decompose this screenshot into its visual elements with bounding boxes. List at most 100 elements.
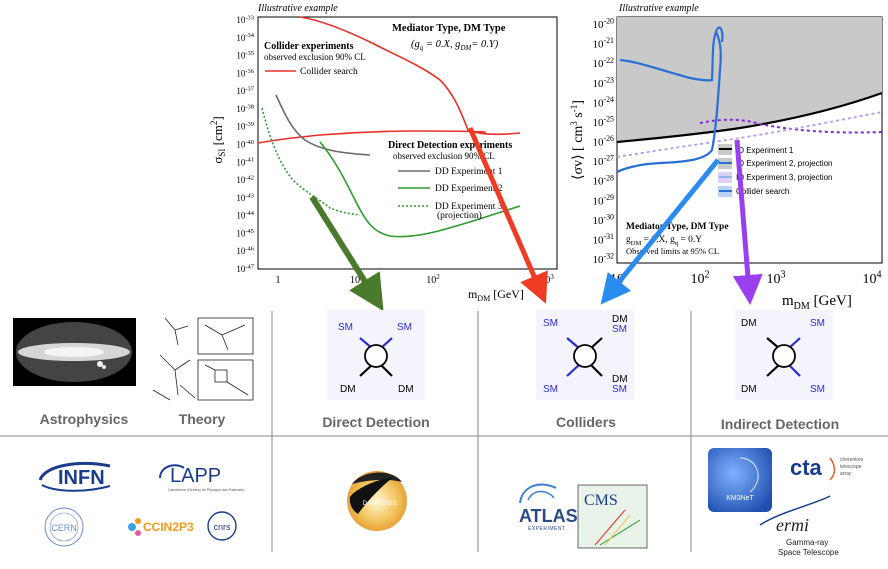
left-x-axis-label: mDM [GeV]: [468, 287, 524, 303]
right-observed: Observed limits at 95% CL: [626, 246, 719, 256]
lapp-text: LAPP: [170, 465, 221, 487]
fermi-text: ermi: [776, 515, 809, 535]
category-theory: Theory: [179, 411, 226, 427]
ccin2p3-logo: CCIN2P3: [128, 518, 194, 536]
km3net-logo: KM3NeT: [708, 448, 772, 512]
left-ytick--44: 10-44: [236, 210, 254, 221]
left-ytick--47: 10-47: [236, 263, 254, 274]
id-experiment-1-curve: [616, 91, 883, 144]
cern-logo: CERN: [44, 507, 84, 547]
atlas-logo: ATLAS EXPERIMENT: [519, 483, 578, 532]
feynman-direct-detection: SM SM DM DM: [327, 310, 425, 400]
cta-logo: cta cherenkov telescope array: [790, 455, 864, 481]
right-x-axis-label: mDM [GeV]: [782, 293, 852, 312]
collider-search-id-curve-top: [714, 26, 724, 43]
astrophysics-image: [13, 318, 136, 386]
left-ytick--33: 10-33: [236, 14, 254, 25]
cta-side1: cherenkov: [840, 457, 864, 463]
feynman-colliders: SM DM SM SM DM SM: [536, 310, 634, 400]
right-xtick-2: 103: [766, 269, 785, 287]
left-y-axis-label: σSI [cm2]: [209, 116, 227, 163]
right-mediator-title: Mediator Type, DM Type: [626, 222, 729, 232]
cta-text: cta: [790, 455, 823, 480]
fermi-sub1: Gamma-ray: [786, 538, 828, 547]
excluded-region: [617, 17, 882, 142]
right-ytick--23: 10-23: [592, 75, 614, 89]
left-x-ticks: 1 10 102 103: [276, 273, 555, 286]
left-xtick-0: 1: [276, 275, 281, 286]
col-label-tr1: DM: [612, 314, 628, 325]
theory-feynman-diagrams-image: [150, 312, 260, 404]
km3net-text: KM3NeT: [726, 495, 754, 502]
left-illustrative-label: Illustrative example: [257, 3, 338, 14]
left-dd-sub: observed exclusion 90% CL: [393, 151, 495, 161]
right-ytick--25: 10-25: [592, 115, 614, 129]
infn-text: INFN: [58, 467, 105, 489]
cms-text: CMS: [584, 492, 618, 509]
cnrs-text: cnrs: [213, 522, 231, 532]
left-collider-title: Collider experiments: [264, 41, 354, 52]
infn-logo: INFN: [38, 462, 111, 492]
left-legend-dd2-label: DD Experiment 2: [435, 184, 503, 194]
dd-label-tr: SM: [397, 322, 412, 333]
right-legend-id2-label: ID Experiment 2, projection: [736, 159, 833, 168]
left-legend-dd3-note: (projection): [437, 210, 482, 221]
right-illustrative-label: Illustrative example: [618, 3, 699, 14]
right-ytick--29: 10-29: [592, 193, 614, 207]
feynman-indirect-detection: DM SM DM SM: [735, 310, 833, 400]
category-direct-detection: Direct Detection: [322, 414, 429, 430]
right-legend-id3-label: ID Experiment 3, projection: [736, 173, 833, 182]
right-ytick--32: 10-32: [592, 252, 614, 266]
left-ytick--40: 10-40: [236, 139, 254, 150]
left-mediator-couplings: (gq = 0.X, gDM= 0.Y): [411, 39, 499, 52]
right-ytick--21: 10-21: [592, 36, 614, 50]
id-experiment-3-curve: [616, 111, 883, 158]
left-plot-frame: [257, 16, 558, 270]
right-couplings: gDM = 0.X, gq = 0.Y: [626, 235, 702, 247]
dd-label-bl: DM: [340, 384, 356, 395]
right-ytick--20: 10-20: [592, 17, 614, 31]
left-collider-sub: observed exclusion 90% CL: [264, 52, 366, 62]
id-label-tl: DM: [741, 318, 757, 329]
left-ytick--36: 10-36: [236, 68, 254, 79]
category-colliders: Colliders: [556, 414, 616, 430]
left-y-ticks: 10-33 10-34 10-35 10-36 10-37 10-38 10-39 10-40…: [236, 14, 254, 274]
left-dd-title: Direct Detection experiments: [388, 140, 512, 151]
arrow-dd-to-direct-detection: [309, 195, 384, 312]
atlas-text: ATLAS: [519, 506, 578, 526]
col-label-bl: SM: [543, 384, 558, 395]
right-xtick-3: 104: [862, 269, 881, 287]
cnrs-logo: cnrs: [207, 511, 237, 541]
right-id-chart: Illustrative example ID Experiment 1 ID …: [569, 3, 883, 312]
right-y-ticks: 10-20 10-21 10-22 10-23 10-24 10-25 10-26 10-27…: [592, 17, 614, 266]
right-xtick-1: 102: [690, 269, 709, 287]
category-indirect-detection: Indirect Detection: [721, 416, 839, 432]
arrow-id-to-indirect-detection: [732, 139, 763, 305]
darkside-text: DARKSIDE: [363, 501, 398, 507]
left-ytick--39: 10-39: [236, 121, 254, 132]
left-dd-chart: Illustrative example 10-3310-3410-3510-3…: [209, 3, 558, 303]
ccin2p3-text: CCIN2P3: [143, 520, 194, 534]
left-ytick--34: 10-34: [236, 32, 254, 43]
cern-text: CERN: [51, 523, 77, 533]
left-ytick--45: 10-45: [236, 228, 254, 239]
right-ytick--27: 10-27: [592, 154, 614, 168]
cms-logo: CMS: [577, 484, 648, 549]
collider-search-curve: [299, 16, 521, 136]
right-y-axis-label: ⟨σv⟩ [ cm3 s-1]: [569, 100, 586, 180]
arrow-collider-to-colliders: [467, 127, 548, 304]
left-ytick--43: 10-43: [236, 192, 254, 203]
id-experiment-2-curve: [699, 118, 883, 134]
right-ytick--30: 10-30: [592, 212, 614, 226]
dd-experiment-2-curve: [319, 141, 521, 238]
dd-label-br: DM: [398, 384, 414, 395]
left-ytick--37: 10-37: [236, 86, 254, 97]
left-legend-collider-label: Collider search: [300, 67, 358, 77]
right-ytick--22: 10-22: [592, 56, 614, 70]
dd-experiment-1-curve: [275, 94, 371, 156]
id-label-tr: SM: [810, 318, 825, 329]
left-xtick-2: 102: [426, 273, 440, 286]
darkside-logo: DARKSIDE: [347, 471, 407, 531]
right-ytick--26: 10-26: [592, 134, 614, 148]
